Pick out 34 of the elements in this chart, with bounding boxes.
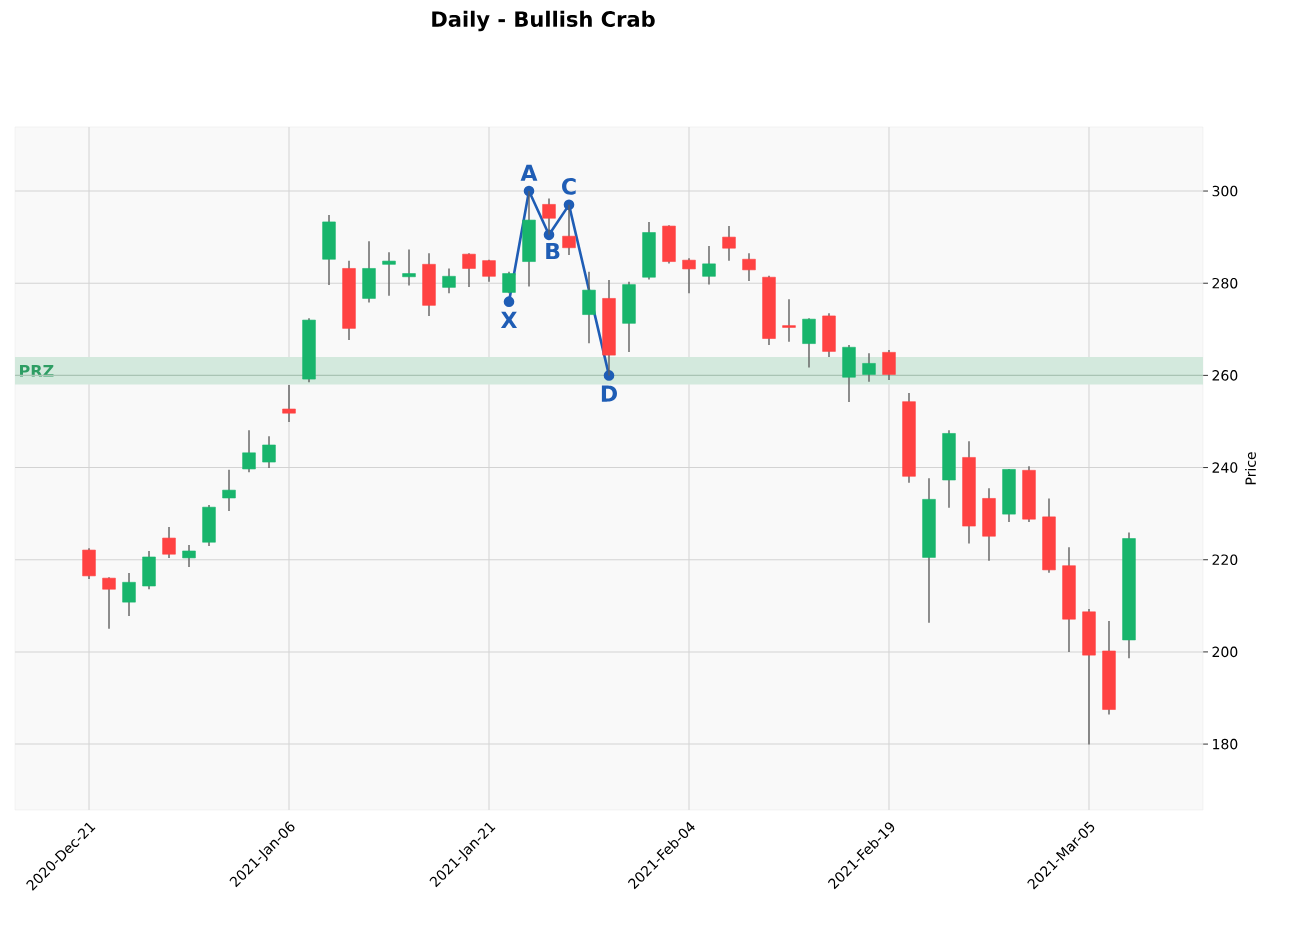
annotation: A xyxy=(520,164,538,181)
annotation: C xyxy=(562,178,576,195)
candlestick xyxy=(242,429,256,473)
candlestick xyxy=(442,267,456,295)
candlestick xyxy=(122,572,136,617)
candlestick xyxy=(682,257,696,295)
candlestick xyxy=(862,352,876,383)
y-tick-label: 180 xyxy=(1213,738,1238,750)
candlestick xyxy=(162,526,176,559)
candlestick xyxy=(462,252,476,288)
candlestick xyxy=(382,251,396,297)
annotation: B xyxy=(546,243,560,260)
candlestick xyxy=(222,469,236,512)
y-tick-label: 260 xyxy=(1212,370,1238,381)
y-tick-label: 200 xyxy=(1212,646,1238,658)
candlestick xyxy=(782,298,796,343)
candlestick xyxy=(882,349,896,381)
annotation: X xyxy=(500,311,518,328)
candlestick xyxy=(102,576,116,630)
candlestick xyxy=(282,384,296,423)
candlestick xyxy=(702,245,716,286)
candlestick xyxy=(182,544,196,568)
y-axis-title: Price xyxy=(1245,452,1256,485)
annotation: D xyxy=(601,385,617,402)
y-tick-label: 240 xyxy=(1212,462,1238,473)
candlestick xyxy=(262,435,276,469)
y-tick-label: 220 xyxy=(1212,554,1238,566)
candlestick xyxy=(742,252,756,282)
candlestick xyxy=(402,248,416,287)
point xyxy=(503,296,515,307)
chart-title: Daily - Bullish Crab xyxy=(432,10,655,32)
y-tick-label: 300 xyxy=(1212,185,1238,197)
candlestick xyxy=(722,225,736,262)
y-tick-label: 280 xyxy=(1212,277,1238,289)
